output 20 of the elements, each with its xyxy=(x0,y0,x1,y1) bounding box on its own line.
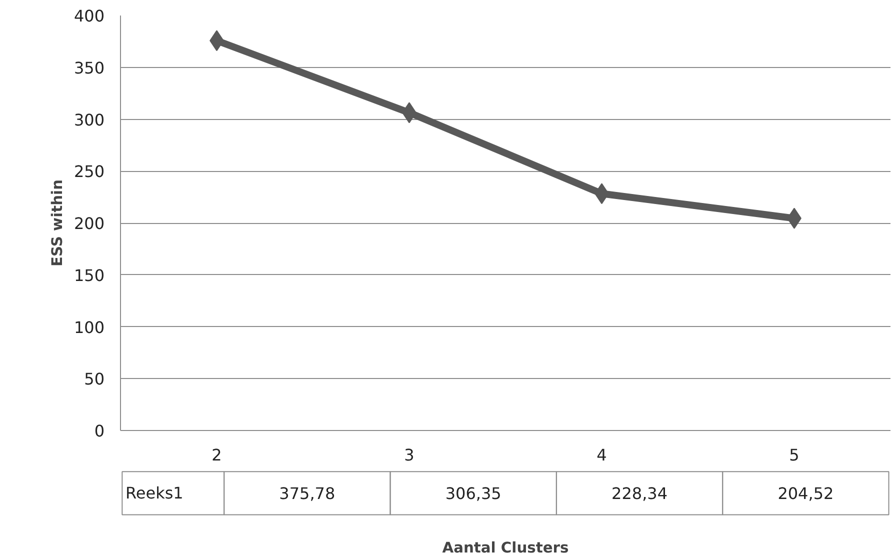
text: Reeks1 xyxy=(125,484,184,503)
y-tick-label: 100 xyxy=(74,318,105,337)
x-tick-label: 3 xyxy=(404,446,414,464)
data-label: 306,35 xyxy=(445,484,502,504)
y-tick-label: 400 xyxy=(74,6,105,26)
x-tick-label: 4 xyxy=(596,446,607,464)
y-tick-label: 50 xyxy=(84,370,104,389)
x-tick-label: 5 xyxy=(789,446,800,464)
data-label: 375,78 xyxy=(279,484,336,504)
y-axis-title: ESS within xyxy=(48,179,66,267)
y-tick-label: 0 xyxy=(94,422,105,440)
y-tick-label: 350 xyxy=(74,58,105,78)
x-tick-label: 2 xyxy=(212,446,222,464)
y-tick-label: 200 xyxy=(74,214,105,233)
y-tick-label: 150 xyxy=(74,266,105,285)
data-label: 228,34 xyxy=(612,484,668,504)
y-tick-label: 300 xyxy=(74,110,105,130)
data-label: 204,52 xyxy=(778,484,834,504)
text: Aantal Clusters xyxy=(442,540,570,556)
y-tick-label: 250 xyxy=(74,162,105,182)
